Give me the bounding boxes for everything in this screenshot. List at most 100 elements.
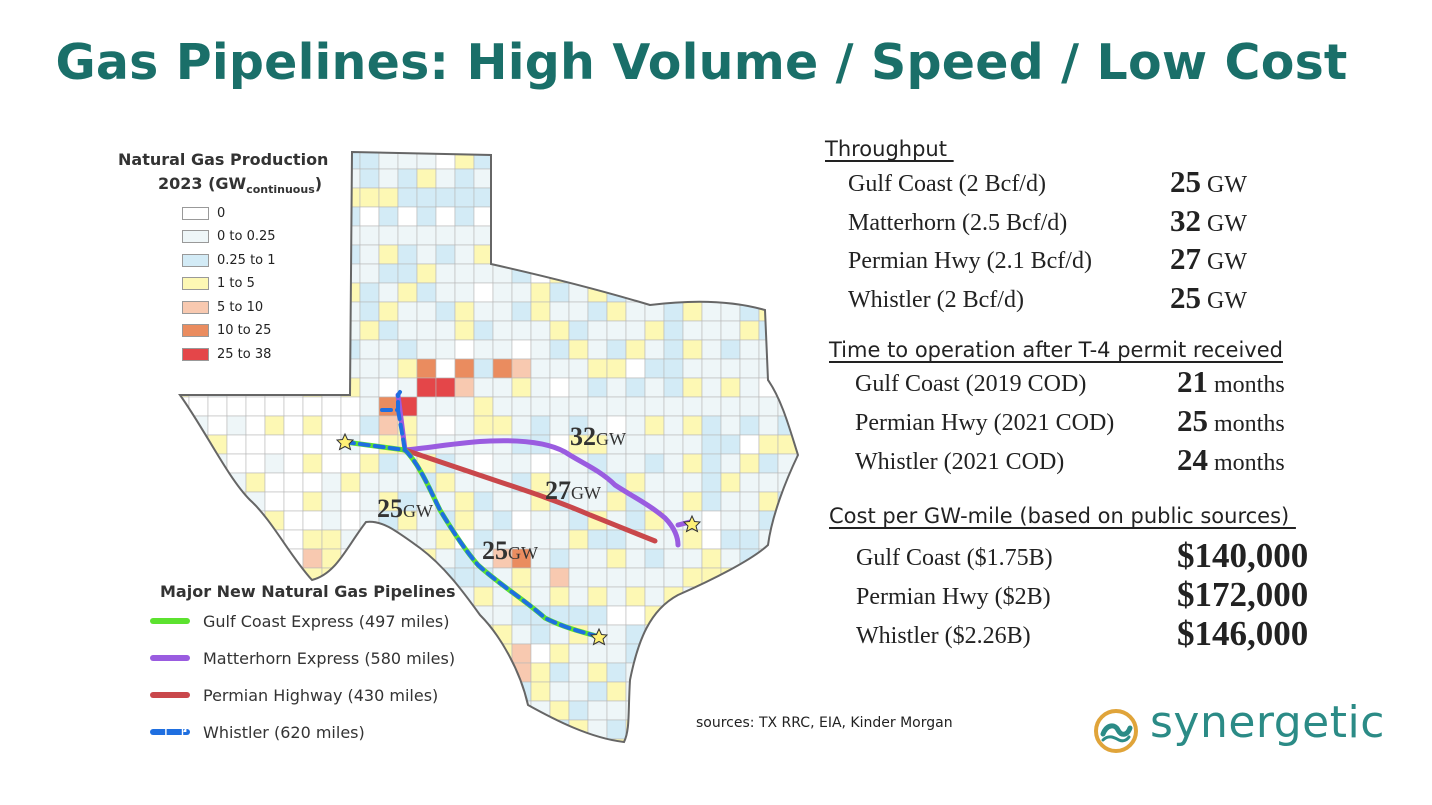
county-cell <box>739 187 760 208</box>
county-cell <box>568 548 589 569</box>
county-cell <box>302 415 323 436</box>
county-cell <box>511 643 532 664</box>
county-cell <box>397 187 418 208</box>
throughput-label: Whistler (2 Bcf/d) <box>848 286 1024 313</box>
county-cell <box>720 415 741 436</box>
county-cell <box>397 339 418 360</box>
county-cell <box>226 491 247 512</box>
county-cell <box>606 643 627 664</box>
county-cell <box>435 282 456 303</box>
county-cell <box>777 339 798 360</box>
county-cell <box>283 396 304 417</box>
county-cell <box>359 244 380 265</box>
county-cell <box>796 301 798 322</box>
county-cell <box>663 434 684 455</box>
county-cell <box>606 339 627 360</box>
county-cell <box>473 700 494 721</box>
pipelines-legend-title: Major New Natural Gas Pipelines <box>160 582 456 601</box>
county-cell <box>511 206 532 227</box>
county-cell <box>549 282 570 303</box>
county-cell <box>302 206 323 227</box>
county-cell <box>587 152 608 170</box>
county-cell <box>568 586 589 607</box>
county-cell <box>207 529 228 550</box>
county-cell <box>739 586 760 607</box>
county-cell <box>454 187 475 208</box>
county-cell <box>530 510 551 531</box>
county-cell <box>359 529 380 550</box>
county-cell <box>606 320 627 341</box>
county-cell <box>663 301 684 322</box>
county-cell <box>606 301 627 322</box>
county-cell <box>416 719 437 740</box>
county-cell <box>397 225 418 246</box>
county-cell <box>720 510 741 531</box>
county-cell <box>416 415 437 436</box>
county-cell <box>663 548 684 569</box>
time-value: 25 months <box>1177 403 1285 439</box>
county-cell <box>549 662 570 683</box>
county-cell <box>758 662 779 683</box>
county-cell <box>511 377 532 398</box>
county-cell <box>720 187 741 208</box>
county-cell <box>264 206 285 227</box>
county-cell <box>796 320 798 341</box>
waha-hub-star-icon <box>335 432 355 451</box>
county-cell <box>492 453 513 474</box>
county-cell <box>644 320 665 341</box>
county-cell <box>587 168 608 189</box>
county-cell <box>511 320 532 341</box>
county-cell <box>644 738 665 742</box>
county-cell <box>511 168 532 189</box>
county-cell <box>644 548 665 569</box>
county-cell <box>180 396 190 417</box>
county-cell <box>549 301 570 322</box>
county-cell <box>682 225 703 246</box>
county-cell <box>625 662 646 683</box>
county-cell <box>435 244 456 265</box>
county-cell <box>739 510 760 531</box>
page-title: Gas Pipelines: High Volume / Speed / Low… <box>55 34 1348 91</box>
county-cell <box>606 377 627 398</box>
county-cell <box>283 491 304 512</box>
county-cell <box>587 396 608 417</box>
county-cell <box>321 168 342 189</box>
county-cell <box>682 643 703 664</box>
county-cell <box>739 738 760 742</box>
county-cell <box>777 529 798 550</box>
county-cell <box>435 415 456 436</box>
county-cell <box>549 453 570 474</box>
county-cell <box>511 187 532 208</box>
legend-item-label: 25 to 38 <box>217 346 272 362</box>
county-cell <box>682 453 703 474</box>
county-cell <box>625 605 646 626</box>
cost-value: $172,000 <box>1177 575 1309 614</box>
county-cell <box>180 548 190 569</box>
county-cell <box>739 396 760 417</box>
county-cell <box>777 168 798 189</box>
county-cell <box>739 377 760 398</box>
county-cell <box>568 358 589 379</box>
county-cell <box>435 377 456 398</box>
county-cell <box>720 662 741 683</box>
county-cell <box>454 263 475 284</box>
county-cell <box>587 548 608 569</box>
county-cell <box>188 510 209 531</box>
county-cell <box>454 168 475 189</box>
county-cell <box>416 320 437 341</box>
county-cell <box>473 263 494 284</box>
county-cell <box>492 662 513 683</box>
county-cell <box>454 244 475 265</box>
time-unit: months <box>1214 372 1285 398</box>
county-cell <box>188 548 209 569</box>
county-cell <box>777 548 798 569</box>
county-cell <box>302 548 323 569</box>
county-cell <box>625 415 646 436</box>
county-cell <box>378 472 399 493</box>
county-cell <box>283 415 304 436</box>
county-cell <box>606 662 627 683</box>
county-cell <box>454 605 475 626</box>
county-cell <box>663 605 684 626</box>
county-cell <box>625 168 646 189</box>
county-cell <box>473 491 494 512</box>
